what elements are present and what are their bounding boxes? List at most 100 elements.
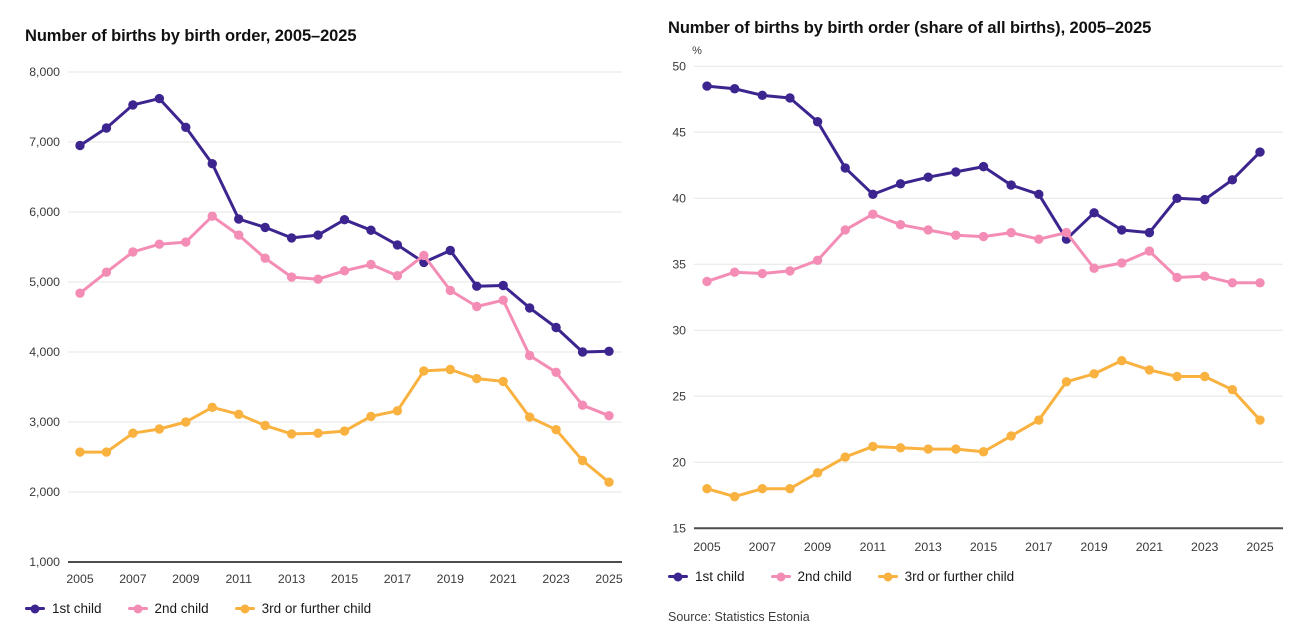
data-point-3rd-or-further-child	[181, 417, 191, 427]
data-point-1st-child	[1200, 194, 1210, 205]
y-tick-label: 20	[672, 456, 686, 470]
data-point-2nd-child	[551, 367, 561, 377]
data-point-1st-child	[1227, 175, 1238, 185]
legend-label: 2nd child	[154, 601, 209, 616]
x-tick-label: 2011	[860, 540, 887, 554]
y-tick-label: 2,000	[29, 485, 60, 499]
data-point-1st-child	[181, 122, 191, 132]
data-point-3rd-or-further-child	[1172, 371, 1182, 382]
y-tick-label: 45	[672, 126, 686, 140]
legend-label: 3rd or further child	[904, 569, 1015, 584]
data-point-1st-child	[785, 93, 795, 103]
data-point-3rd-or-further-child	[868, 441, 878, 452]
data-point-2nd-child	[1061, 227, 1072, 238]
data-point-3rd-or-further-child	[313, 428, 323, 438]
data-point-3rd-or-further-child	[1089, 369, 1099, 379]
legend-label: 2nd child	[797, 569, 852, 584]
data-point-3rd-or-further-child	[604, 477, 614, 487]
data-point-2nd-child	[419, 250, 429, 261]
data-point-1st-child	[234, 214, 244, 224]
data-point-3rd-or-further-child	[1255, 415, 1265, 425]
series-1st-child	[75, 93, 614, 357]
legend-item-1st-child: 1st child	[25, 601, 102, 616]
x-tick-label: 2019	[1080, 540, 1108, 554]
x-tick-label: 2005	[66, 572, 94, 586]
data-point-2nd-child	[154, 239, 165, 249]
x-tick-label: 2009	[804, 540, 832, 554]
data-point-2nd-child	[128, 247, 138, 257]
x-tick-label: 2011	[225, 572, 252, 586]
data-point-3rd-or-further-child	[551, 425, 561, 435]
data-point-1st-child	[498, 280, 508, 291]
x-tick-label: 2025	[1246, 540, 1274, 554]
legend-label: 3rd or further child	[261, 601, 372, 616]
series-3rd-or-further-child	[75, 364, 614, 487]
legend-birth-shares: 1st child 2nd child 3rd or further child	[668, 569, 1014, 584]
legend-item-3rd-or-further-child: 3rd or further child	[234, 601, 372, 616]
data-point-2nd-child	[978, 231, 989, 242]
x-tick-label: 2021	[1136, 540, 1164, 554]
data-point-1st-child	[1172, 193, 1182, 203]
y-tick-label: 7,000	[29, 135, 60, 149]
legend-dot-icon	[776, 572, 786, 581]
data-point-2nd-child	[234, 230, 244, 240]
data-point-3rd-or-further-child	[101, 447, 112, 457]
data-point-1st-child	[207, 159, 217, 169]
data-point-2nd-child	[313, 274, 323, 284]
y-tick-label: 15	[672, 522, 686, 536]
x-tick-label: 2019	[437, 572, 465, 586]
data-point-2nd-child	[812, 255, 823, 266]
data-point-1st-child	[812, 117, 823, 127]
data-point-2nd-child	[1255, 278, 1265, 288]
data-point-1st-child	[840, 163, 850, 173]
data-point-2nd-child	[840, 225, 850, 235]
data-point-2nd-child	[1006, 227, 1016, 238]
legend-line-dot-icon	[127, 604, 148, 613]
x-tick-labels: 2005 2007 2009 2011 2013 2015 2017 2019 2021 2023…	[66, 572, 623, 586]
data-point-3rd-or-further-child	[729, 491, 740, 502]
legend-dot-icon	[133, 604, 143, 613]
data-point-3rd-or-further-child	[207, 402, 217, 412]
data-point-2nd-child	[577, 400, 588, 410]
legend-line-dot-icon	[877, 572, 898, 581]
x-tick-label: 2017	[384, 572, 412, 586]
legend-line-dot-icon	[770, 572, 791, 581]
y-tick-label: 35	[672, 258, 686, 272]
series-3rd-or-further-child	[702, 355, 1265, 502]
data-point-1st-child	[1006, 180, 1016, 190]
x-tick-label: 2015	[970, 540, 998, 554]
data-point-3rd-or-further-child	[419, 366, 429, 376]
data-point-3rd-or-further-child	[498, 376, 508, 387]
data-point-3rd-or-further-child	[524, 412, 535, 422]
data-point-3rd-or-further-child	[234, 409, 244, 419]
x-tick-label: 2023	[1191, 540, 1219, 554]
data-point-2nd-child	[702, 276, 712, 287]
data-point-2nd-child	[785, 266, 795, 276]
data-point-2nd-child	[101, 267, 112, 277]
x-tick-label: 2009	[172, 572, 200, 586]
source-note: Source: Statistics Estonia	[668, 610, 810, 624]
data-point-1st-child	[1255, 147, 1265, 157]
y-tick-label: 3,000	[29, 415, 60, 429]
data-point-3rd-or-further-child	[1034, 415, 1044, 425]
data-point-3rd-or-further-child	[840, 452, 850, 462]
legend-item-3rd-or-further-child: 3rd or further child	[877, 569, 1015, 584]
series-2nd-child	[75, 211, 614, 421]
data-point-1st-child	[604, 346, 614, 356]
data-point-3rd-or-further-child	[392, 406, 403, 416]
data-point-1st-child	[951, 167, 961, 177]
data-point-3rd-or-further-child	[785, 484, 795, 494]
data-point-3rd-or-further-child	[75, 447, 85, 457]
x-tick-label: 2013	[278, 572, 306, 586]
data-point-2nd-child	[524, 350, 535, 361]
data-point-3rd-or-further-child	[472, 373, 482, 384]
data-point-1st-child	[1089, 208, 1099, 218]
data-point-2nd-child	[895, 220, 906, 230]
data-point-2nd-child	[207, 211, 217, 221]
chart-title-birth-counts: Number of births by birth order, 2005–20…	[25, 27, 357, 45]
series-line-1st-child	[78, 97, 611, 354]
data-point-2nd-child	[923, 225, 933, 235]
y-tick-label: 25	[672, 390, 686, 404]
y-tick-label: 1,000	[29, 555, 60, 569]
